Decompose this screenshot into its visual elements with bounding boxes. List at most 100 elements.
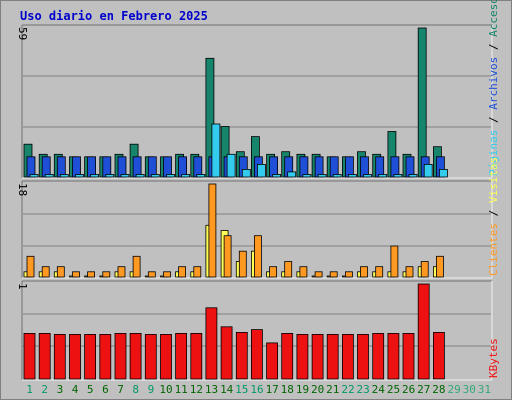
- bar-clientes: [299, 266, 308, 278]
- bar-clientes: [56, 266, 65, 278]
- bar-kbytes: [69, 333, 81, 380]
- bar-páginas: [166, 174, 175, 178]
- bar-páginas: [59, 174, 69, 178]
- bar-páginas: [75, 174, 84, 178]
- bar-kbytes: [326, 333, 339, 380]
- x-tick-label: 13: [205, 383, 218, 396]
- panel-accesos: 59 Páginas / Archivos / Accesos: [16, 0, 500, 179]
- bar-kbytes: [281, 332, 294, 380]
- bar-clientes: [41, 266, 50, 278]
- bar-páginas: [105, 174, 115, 178]
- legend-item: KBytes: [487, 338, 500, 378]
- x-tick-label: 18: [281, 383, 294, 396]
- bar-kbytes: [311, 333, 324, 380]
- bar-kbytes: [220, 326, 233, 380]
- x-tick-label: 31: [478, 383, 491, 396]
- bar-kbytes: [38, 332, 51, 380]
- bar-clientes: [178, 266, 187, 278]
- bar-páginas: [423, 163, 433, 178]
- bar-clientes: [117, 266, 126, 278]
- bar-archivos: [314, 156, 324, 178]
- x-tick-label: 12: [190, 383, 203, 396]
- bar-archivos: [26, 156, 36, 178]
- bar-páginas: [241, 168, 251, 178]
- x-tick-label: 30: [463, 383, 476, 396]
- bar-kbytes: [129, 332, 142, 380]
- chart-title: Uso diario en Febrero 2025: [20, 9, 208, 23]
- bar-kbytes: [53, 333, 66, 380]
- bar-kbytes: [235, 331, 248, 380]
- bar-archivos: [193, 156, 203, 178]
- bar-kbytes: [357, 333, 369, 380]
- x-tick-label: 4: [72, 383, 79, 396]
- bar-clientes: [87, 271, 95, 278]
- bar-archivos: [269, 156, 279, 178]
- bar-archivos: [132, 156, 142, 178]
- bar-páginas: [181, 174, 191, 178]
- bar-kbytes: [99, 333, 112, 380]
- legend: Páginas / Archivos / Accesos: [487, 0, 500, 176]
- bar-clientes: [163, 271, 171, 278]
- bar-kbytes: [341, 333, 354, 380]
- bar-clientes: [26, 255, 35, 278]
- bar-archivos: [329, 156, 339, 178]
- bar-páginas: [120, 174, 130, 178]
- legend-separator: /: [487, 110, 500, 130]
- x-tick-label: 1: [26, 383, 33, 396]
- x-tick-label: 29: [447, 383, 460, 396]
- bar-archivos: [375, 156, 385, 178]
- bar-kbytes: [190, 332, 203, 380]
- bar-clientes: [193, 266, 202, 278]
- x-tick-label: 2: [41, 383, 48, 396]
- bar-kbytes: [372, 332, 385, 380]
- bar-páginas: [272, 174, 282, 178]
- bar-páginas: [287, 171, 297, 178]
- legend-item: Archivos: [487, 57, 500, 110]
- bar-páginas: [150, 174, 160, 178]
- bar-páginas: [393, 174, 403, 178]
- bar-clientes: [223, 235, 232, 278]
- y-max-label: 1: [16, 283, 29, 290]
- legend-item: Visitas: [487, 157, 500, 203]
- bar-archivos: [163, 156, 172, 178]
- bar-páginas: [135, 174, 145, 178]
- bar-kbytes: [387, 332, 400, 380]
- bar-accesos: [417, 27, 427, 178]
- legend-item: Accesos: [487, 0, 500, 37]
- bar-clientes: [72, 271, 80, 278]
- bar-archivos: [147, 156, 157, 178]
- legend: Clientes / Visitas: [487, 157, 500, 276]
- y-max-label: 18: [16, 183, 29, 196]
- x-tick-label: 28: [432, 383, 445, 396]
- bar-archivos: [405, 156, 415, 178]
- bar-páginas: [196, 174, 206, 178]
- bar-kbytes: [144, 333, 157, 380]
- x-tick-label: 5: [87, 383, 94, 396]
- bar-clientes: [390, 245, 399, 278]
- bar-clientes: [405, 266, 414, 278]
- bar-clientes: [329, 271, 338, 278]
- bar-archivos: [102, 156, 112, 178]
- x-tick-label: 10: [159, 383, 172, 396]
- x-tick-label: 20: [311, 383, 324, 396]
- bar-clientes: [238, 250, 247, 278]
- bar-kbytes: [160, 333, 172, 380]
- bar-kbytes: [417, 283, 430, 380]
- bar-archivos: [344, 156, 354, 178]
- bar-archivos: [56, 156, 66, 178]
- bar-páginas: [408, 174, 418, 178]
- bar-kbytes: [266, 342, 279, 380]
- bar-páginas: [378, 174, 388, 178]
- x-tick-label: 21: [326, 383, 339, 396]
- bar-páginas: [29, 174, 39, 178]
- bar-páginas: [347, 174, 357, 178]
- bar-páginas: [302, 174, 312, 178]
- bar-archivos: [178, 156, 188, 178]
- x-tick-label: 9: [148, 383, 155, 396]
- bar-clientes: [344, 271, 353, 278]
- bar-páginas: [90, 174, 99, 178]
- bar-kbytes: [432, 331, 445, 380]
- x-tick-label: 8: [132, 383, 139, 396]
- bar-clientes: [375, 266, 384, 278]
